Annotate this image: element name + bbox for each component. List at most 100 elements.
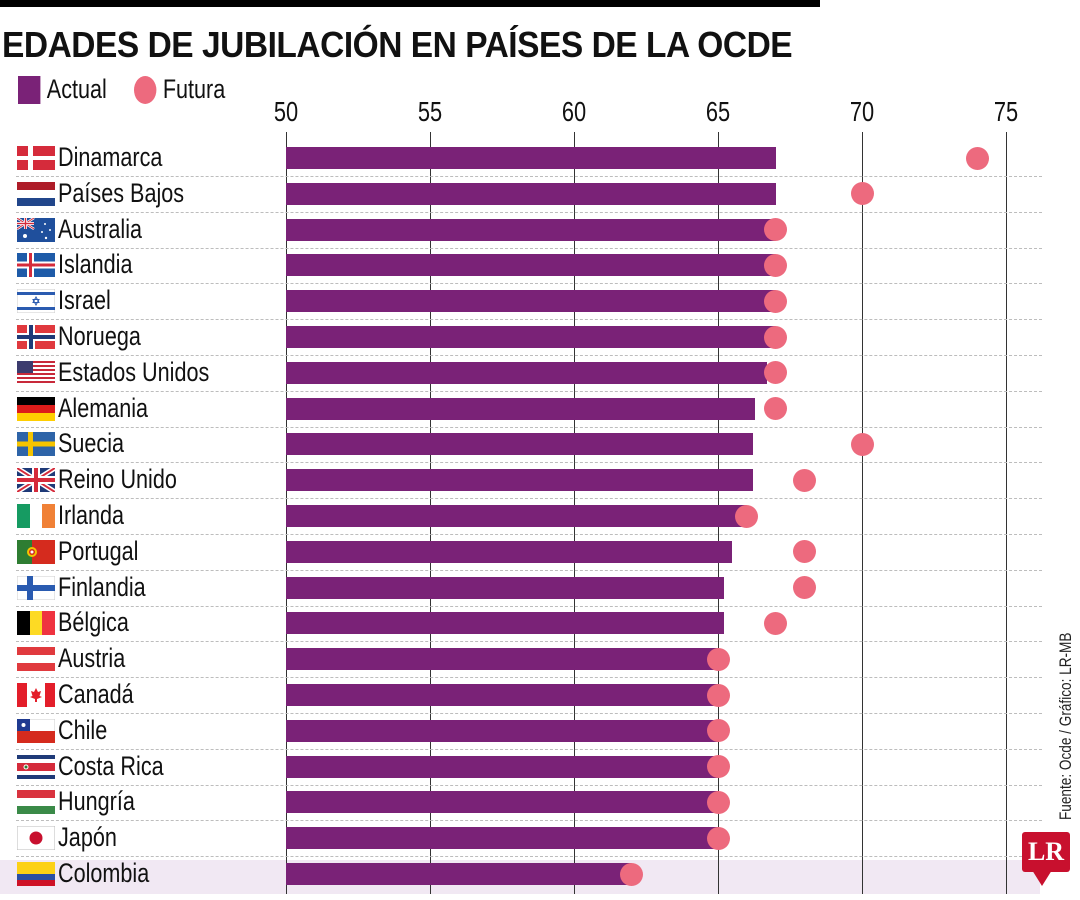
bar-actual bbox=[286, 505, 747, 527]
country-label: Hungría bbox=[58, 786, 135, 817]
source-credit: Fuente: Ocde / Gráfico: LR-MB bbox=[1056, 632, 1075, 820]
flag-australia-icon bbox=[17, 217, 55, 242]
row-separator bbox=[16, 856, 1042, 858]
dot-future bbox=[764, 253, 788, 277]
row-separator bbox=[16, 534, 1042, 535]
dot-future bbox=[792, 468, 816, 492]
country-label: Dinamarca bbox=[58, 142, 163, 172]
flag-belgium-icon bbox=[17, 611, 55, 636]
row-separator bbox=[16, 462, 1042, 464]
x-tick-label: 50 bbox=[273, 96, 299, 127]
flag-germany-icon bbox=[17, 396, 55, 421]
row-separator bbox=[16, 355, 1042, 356]
bar-actual bbox=[286, 827, 718, 850]
country-label: Noruega bbox=[58, 321, 141, 351]
country-label: Chile bbox=[58, 714, 108, 745]
row-separator bbox=[16, 748, 1042, 750]
legend-future-dot-icon bbox=[134, 75, 157, 104]
country-label: Suecia bbox=[58, 428, 125, 459]
flag-colombia-icon bbox=[17, 862, 55, 886]
bar-actual bbox=[286, 326, 776, 348]
dot-future bbox=[706, 826, 730, 850]
row-separator bbox=[16, 390, 1042, 392]
dot-future bbox=[706, 755, 730, 779]
flag-finland-icon bbox=[17, 575, 55, 600]
dot-future bbox=[764, 289, 788, 313]
bar-actual bbox=[286, 182, 776, 205]
x-tick-label: 55 bbox=[417, 96, 443, 127]
bar-actual bbox=[286, 397, 756, 420]
flag-denmark-icon bbox=[17, 146, 55, 170]
flag-austria-icon bbox=[17, 647, 55, 672]
country-label: Reino Unido bbox=[58, 464, 177, 495]
country-label: Portugal bbox=[58, 535, 139, 566]
bar-actual bbox=[286, 433, 753, 456]
x-tick-label: 75 bbox=[993, 96, 1019, 127]
country-label: Australia bbox=[58, 213, 143, 244]
country-label: Estados Unidos bbox=[58, 356, 210, 387]
legend-actual-label: Actual bbox=[46, 74, 107, 104]
row-separator bbox=[16, 498, 1042, 500]
legend-actual-swatch-icon bbox=[18, 75, 41, 104]
dot-future bbox=[792, 576, 816, 600]
x-tick-label: 65 bbox=[705, 96, 731, 127]
row-separator bbox=[16, 605, 1042, 607]
x-gridline bbox=[862, 132, 864, 894]
dot-future bbox=[620, 862, 644, 886]
bar-actual bbox=[286, 791, 718, 814]
row-separator bbox=[16, 677, 1042, 679]
lr-logo-tail-icon bbox=[1032, 870, 1052, 886]
dot-future bbox=[706, 647, 730, 671]
dot-future bbox=[764, 361, 788, 385]
country-label: Finlandia bbox=[58, 571, 146, 602]
flag-chile-icon bbox=[17, 718, 55, 743]
flag-costa-rica-icon bbox=[17, 754, 55, 779]
flag-iceland-icon bbox=[17, 253, 55, 278]
x-tick-label: 60 bbox=[561, 96, 587, 127]
row-separator bbox=[16, 426, 1042, 428]
dot-future bbox=[764, 325, 788, 349]
row-separator bbox=[16, 319, 1042, 321]
bar-actual bbox=[286, 254, 776, 277]
country-label: Irlanda bbox=[58, 500, 125, 530]
dot-future bbox=[706, 790, 730, 814]
row-separator bbox=[16, 247, 1042, 249]
flag-norway-icon bbox=[17, 325, 55, 349]
flag-ireland-icon bbox=[17, 504, 55, 528]
bar-actual bbox=[286, 648, 718, 671]
row-separator bbox=[16, 176, 1042, 177]
flag-sweden-icon bbox=[17, 432, 55, 457]
country-label: Islandia bbox=[58, 249, 133, 280]
chart-title: EDADES DE JUBILACIÓN EN PAÍSES DE LA OCD… bbox=[2, 24, 793, 65]
bar-actual bbox=[286, 576, 724, 599]
bar-actual bbox=[286, 218, 776, 241]
row-separator bbox=[16, 784, 1042, 786]
dot-future bbox=[764, 218, 788, 242]
bar-actual bbox=[286, 290, 776, 313]
flag-hungary-icon bbox=[17, 790, 55, 815]
bar-actual bbox=[286, 612, 724, 635]
country-label: Bélgica bbox=[58, 607, 129, 638]
dot-future bbox=[850, 432, 874, 456]
row-separator bbox=[16, 211, 1042, 213]
dot-future bbox=[764, 397, 788, 421]
country-label: Colombia bbox=[58, 858, 150, 888]
country-label: Japón bbox=[58, 822, 117, 853]
flag-japan-icon bbox=[17, 826, 55, 851]
bar-actual bbox=[286, 755, 718, 778]
country-label: Alemania bbox=[58, 392, 149, 423]
bar-actual bbox=[286, 469, 753, 492]
row-separator bbox=[16, 713, 1042, 714]
bar-actual bbox=[286, 540, 733, 563]
bar-actual bbox=[286, 684, 718, 706]
bar-actual bbox=[286, 719, 718, 742]
flag-netherlands-icon bbox=[17, 181, 55, 206]
country-label: Costa Rica bbox=[58, 750, 164, 781]
flag-uk-icon bbox=[17, 468, 55, 493]
country-label: Canadá bbox=[58, 679, 134, 709]
row-separator bbox=[16, 569, 1042, 571]
x-tick-label: 70 bbox=[849, 96, 875, 127]
flag-canada-icon bbox=[17, 683, 55, 707]
country-label: Países Bajos bbox=[58, 177, 185, 208]
bar-actual bbox=[286, 863, 632, 885]
